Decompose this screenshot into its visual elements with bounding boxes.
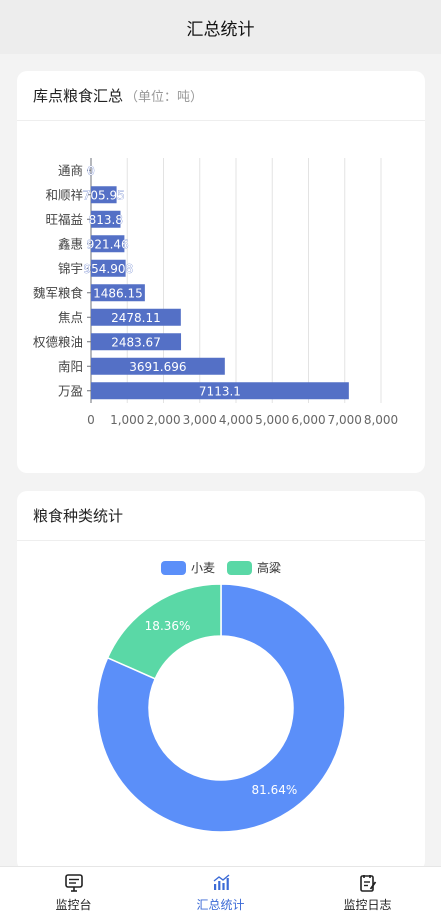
x-tick-label: 5,000 [255, 413, 289, 427]
grain-summary-card: 库点粮食汇总 （单位：吨） 0 1,000 2,000 3,000 4,000 5,000… [17, 71, 425, 473]
grain-type-header: 粮食种类统计 [17, 491, 425, 541]
bar [91, 382, 349, 400]
legend-swatch [227, 560, 252, 575]
x-tick-label: 8,000 [364, 413, 398, 427]
legend-item[interactable]: 高粱 [227, 559, 281, 576]
bottom-nav: 监控台 汇总统计 监控日志 [0, 866, 441, 918]
x-tick-label: 4,000 [219, 413, 253, 427]
page-header: 汇总统计 [0, 0, 441, 54]
nav-item-log[interactable]: 监控日志 [294, 867, 441, 918]
category-label: 通商 [58, 163, 83, 178]
bar-value-label: 705.95 [83, 188, 125, 202]
legend-label: 小麦 [190, 561, 215, 575]
grain-summary-unit: （单位：吨） [125, 90, 204, 105]
x-tick-label: 7,000 [328, 413, 362, 427]
slice-percent-label: 18.36% [145, 619, 191, 633]
grain-summary-bar-chart: 0 1,000 2,000 3,000 4,000 5,000 6,000 7,000 8,00… [33, 158, 398, 427]
bar [91, 235, 125, 253]
bar [91, 308, 181, 326]
nav-label-log: 监控日志 [343, 897, 392, 912]
bar [91, 210, 121, 228]
nav-item-summary[interactable]: 汇总统计 [147, 867, 294, 918]
x-tick-label: 0 [87, 413, 95, 427]
page-title: 汇总统计 [186, 19, 255, 40]
grain-type-donut-chart: 81.64% 18.36% [96, 583, 346, 833]
bar-value-label: 921.46 [87, 237, 129, 251]
bar-value-label: 2483.67 [111, 335, 161, 349]
bar [91, 333, 182, 351]
donut-slice[interactable] [106, 583, 222, 680]
category-label: 旺福益 [45, 212, 83, 227]
legend-item[interactable]: 小麦 [160, 559, 215, 576]
category-label: 魏军粮食 [33, 285, 84, 300]
legend-swatch [160, 560, 186, 575]
category-label: 权德粮油 [33, 334, 83, 349]
x-tick-label: 1,000 [110, 413, 144, 427]
bar-value-label: 813.8 [89, 213, 123, 227]
legend-label: 高粱 [257, 561, 282, 575]
monitor-icon [64, 873, 83, 892]
category-label: 锦宇 [58, 261, 83, 276]
grain-type-legend: 小麦 高粱 [17, 559, 425, 576]
category-label: 万盈 [58, 383, 83, 398]
category-label: 焦点 [58, 310, 83, 325]
chart-icon [213, 873, 229, 890]
nav-label-monitor: 监控台 [55, 897, 92, 912]
grain-type-title: 粮食种类统计 [33, 507, 124, 525]
category-label: 南阳 [58, 359, 83, 374]
x-tick-label: 2,000 [146, 413, 180, 427]
bar-value-label: 0 [87, 164, 95, 178]
donut-slice[interactable] [96, 583, 346, 833]
nav-item-monitor[interactable]: 监控台 [0, 867, 147, 918]
bar-value-label: 954.908 [83, 262, 133, 276]
slice-percent-label: 81.64% [252, 783, 298, 797]
bar-value-label: 3691.696 [129, 360, 186, 374]
grain-type-card: 粮食种类统计 小麦 高粱 81.64% 18.36% [17, 491, 425, 871]
bar [91, 357, 225, 375]
nav-label-summary: 汇总统计 [196, 897, 245, 912]
log-icon [359, 874, 376, 892]
x-tick-label: 6,000 [291, 413, 325, 427]
bar-value-label: 7113.1 [199, 384, 241, 398]
grain-summary-header: 库点粮食汇总 （单位：吨） [17, 71, 425, 121]
bar [91, 284, 145, 302]
bar-value-label: 1486.15 [93, 286, 143, 300]
x-tick-label: 3,000 [183, 413, 217, 427]
category-label: 鑫惠 [58, 236, 83, 251]
bar [91, 186, 117, 204]
category-label: 和顺祥 [45, 187, 83, 202]
bar [91, 259, 126, 277]
bar-value-label: 2478.11 [111, 311, 161, 325]
grain-summary-title: 库点粮食汇总 [33, 87, 124, 105]
